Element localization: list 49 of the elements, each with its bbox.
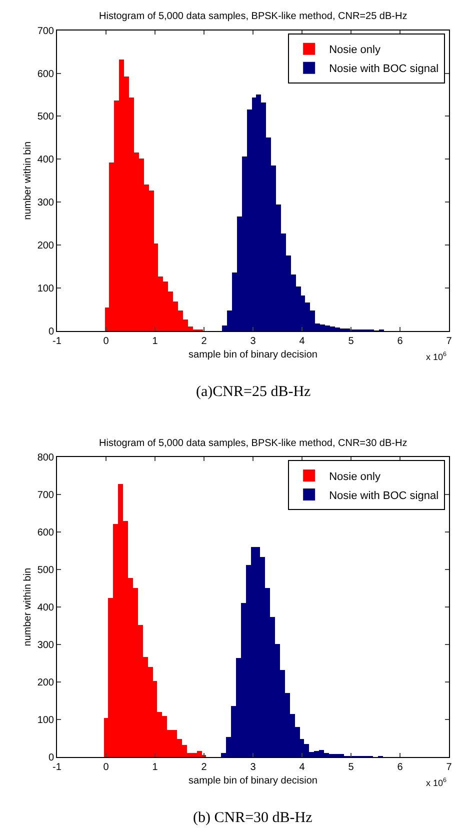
x-tick-label: 1 xyxy=(152,336,158,347)
y-tick-label: 0 xyxy=(48,752,54,764)
text: (a)CNR=25 dB-Hz xyxy=(196,384,312,400)
x-tick-label: 0 xyxy=(103,336,110,347)
y-tick-label: 700 xyxy=(37,26,54,37)
x-tick-label: 5 xyxy=(348,336,354,347)
x-axis-title: sample bin of binary decision xyxy=(188,349,318,360)
y-tick-label: 200 xyxy=(37,240,54,252)
x-tick-label: 4 xyxy=(299,336,306,347)
x-tick-label: 2 xyxy=(201,762,208,774)
x-tick-label: 5 xyxy=(348,762,354,774)
y-tick-label: 800 xyxy=(37,452,54,464)
chart-title: Histogram of 5,000 data samples, BPSK-like method, CNR=30 dB-Hz xyxy=(99,438,408,449)
text: x 10$^{6}$ xyxy=(426,351,448,362)
x-tick-label: 7 xyxy=(446,336,452,347)
y-tick-label: 400 xyxy=(37,602,54,614)
y-tick-label: 400 xyxy=(37,154,54,166)
y-tick-label: 500 xyxy=(37,565,54,576)
x-tick-label: 3 xyxy=(250,762,256,774)
y-axis-title: number within bin xyxy=(22,141,34,220)
x-tick-label: 3 xyxy=(250,336,256,347)
y-tick-label: 0 xyxy=(48,326,54,338)
text: (b) CNR=30 dB-Hz xyxy=(193,810,313,826)
text: x 10$^{6}$ xyxy=(426,777,448,788)
x-tick-label: 7 xyxy=(446,762,452,774)
x-tick-label: -1 xyxy=(52,762,62,774)
x-axis-title: sample bin of binary decision xyxy=(188,776,318,787)
y-axis-title: number within bin xyxy=(22,568,34,646)
x-tick-label: 1 xyxy=(152,762,158,774)
x-tick-label: 0 xyxy=(103,762,110,774)
y-tick-label: 500 xyxy=(37,112,54,123)
legend-label: Nosie with BOC signal xyxy=(329,490,439,502)
y-tick-label: 300 xyxy=(37,198,54,209)
legend-label: Nosie only xyxy=(329,470,381,483)
chart-title: Histogram of 5,000 data samples, BPSK-like method, CNR=25 dB-Hz xyxy=(99,11,408,22)
y-tick-label: 700 xyxy=(37,490,54,502)
x-tick-label: 2 xyxy=(201,336,208,347)
y-tick-label: 600 xyxy=(37,68,54,80)
x-tick-label: 4 xyxy=(299,762,306,774)
y-tick-label: 100 xyxy=(37,715,54,726)
y-tick-label: 100 xyxy=(37,284,54,295)
y-tick-label: 600 xyxy=(37,528,54,539)
legend-label: Nosie only xyxy=(329,44,381,56)
x-tick-label: 6 xyxy=(397,762,404,774)
x-tick-label: -1 xyxy=(52,336,62,347)
legend-label: Nosie with BOC signal xyxy=(329,63,439,76)
y-tick-label: 300 xyxy=(37,640,54,652)
x-tick-label: 6 xyxy=(397,336,404,347)
y-tick-label: 200 xyxy=(37,678,54,689)
